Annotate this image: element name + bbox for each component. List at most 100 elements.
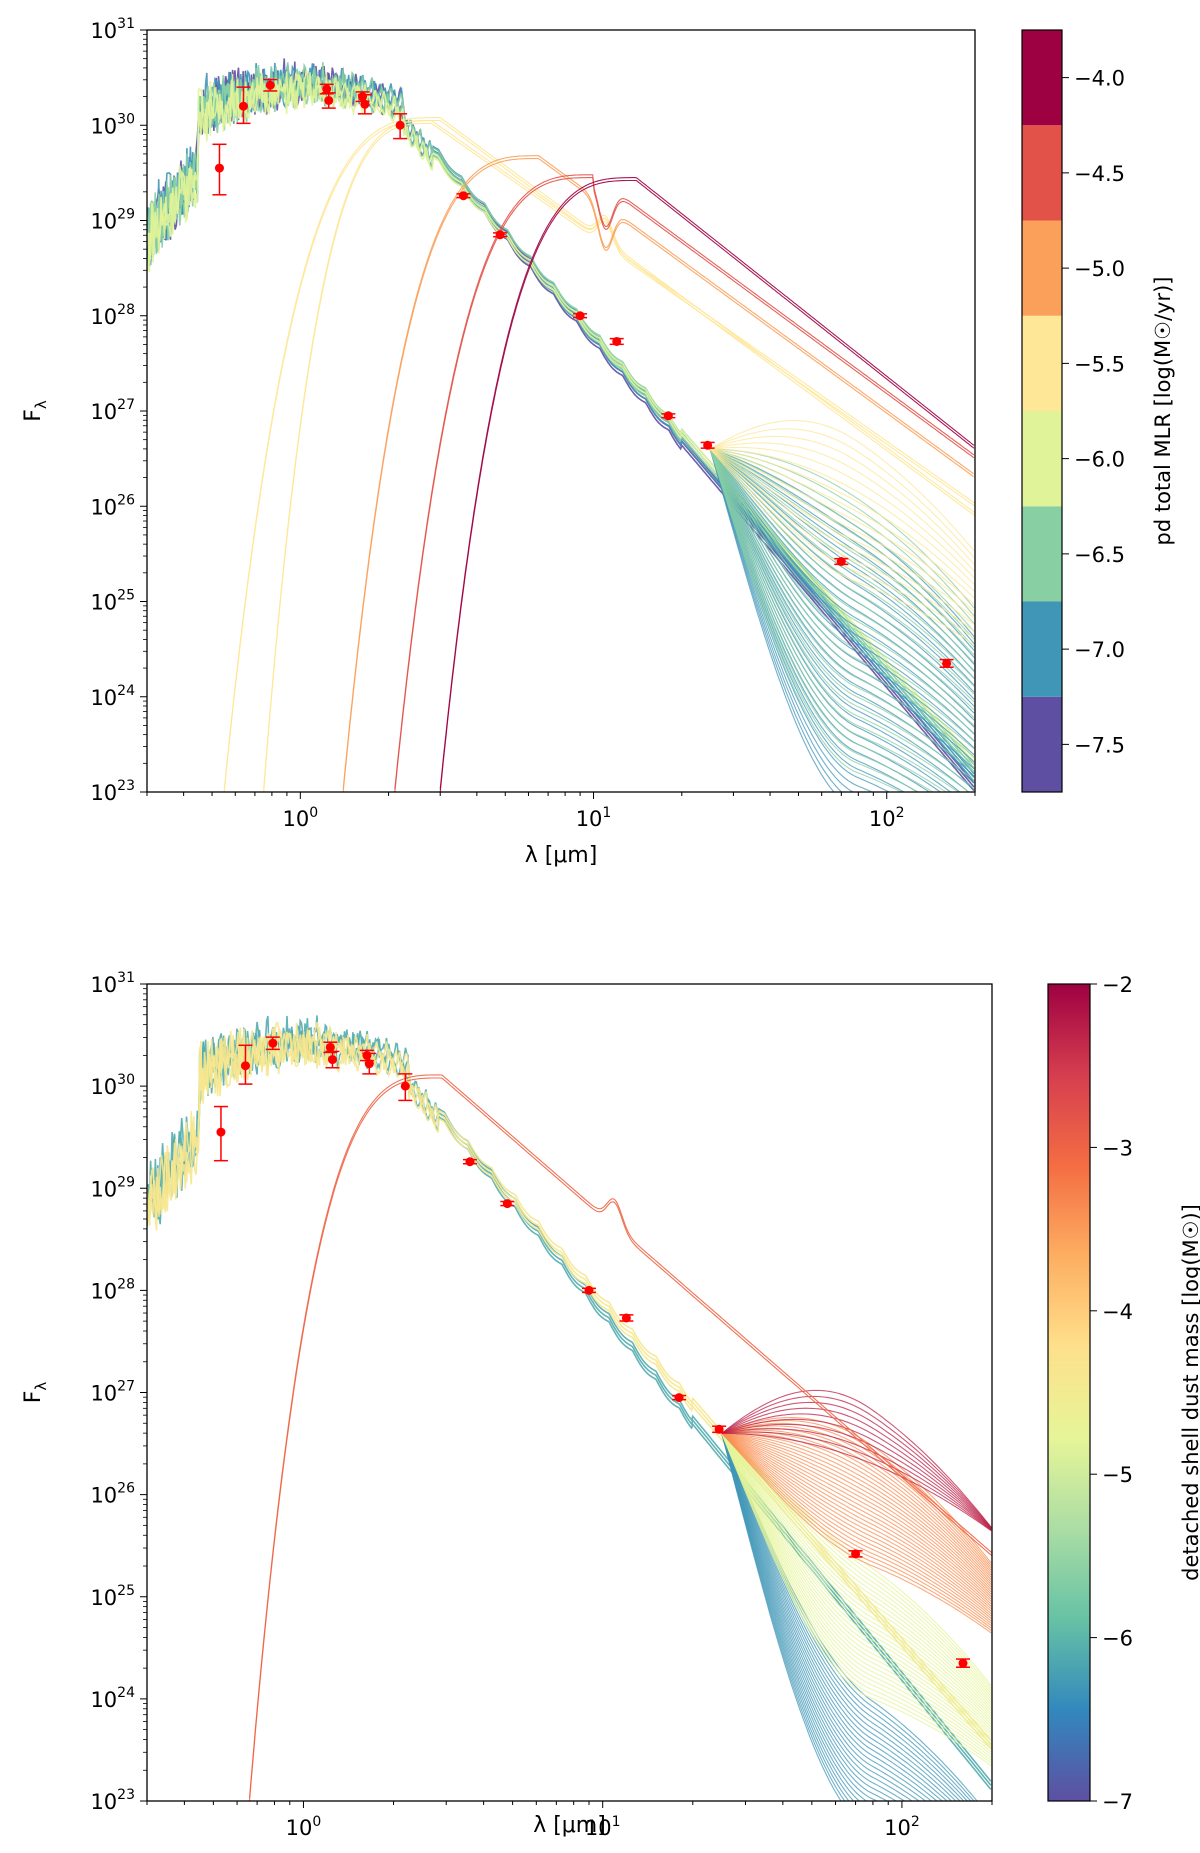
x-axis: 100 101 102: [146, 792, 976, 831]
model-curve-far_ir_bump: [721, 1432, 992, 1610]
model-curve-far_ir_bump: [709, 448, 975, 726]
y-axis: 1023 1024 1025 1026 1027 1028 1029 1030 1031: [90, 16, 147, 805]
model-curve-far_ir_bump: [709, 448, 975, 651]
y-tick-label: 1026: [90, 492, 135, 519]
model-curve-far_ir_bump: [721, 1428, 992, 1531]
colorbar-tick-label: −4.0: [1074, 67, 1125, 91]
model-curve-far_ir_bump: [710, 448, 975, 605]
colorbar-bin: [1022, 696, 1062, 792]
model-curve-far_ir_bump: [721, 1433, 855, 1801]
y-tick-label: 1023: [90, 778, 135, 805]
model-curve-far_ir_bump: [721, 1432, 992, 1711]
y-axis-label: Fλ: [21, 400, 50, 422]
model-curve-stellar: [147, 1026, 992, 1790]
model-curve-far_ir_bump: [721, 1432, 992, 1700]
model-curve-far_ir_bump: [709, 448, 975, 644]
y-tick-label: 1031: [90, 16, 135, 43]
model-curve-far_ir_bump: [721, 1432, 992, 1617]
model-curve-far_ir_bump: [721, 1432, 992, 1605]
y-tick-label: 1030: [90, 111, 135, 138]
model-curve-far_ir_bump: [709, 448, 975, 656]
model-curve-far_ir_bump: [721, 1433, 992, 1753]
model-curve-stellar: [147, 72, 975, 763]
data-point: [240, 1061, 250, 1071]
y-axis: 1023 1024 1025 1026 1027 1028 1029 1030 1031: [90, 970, 147, 1814]
model-curve-far_ir_bump: [709, 448, 975, 781]
colorbar-tick-label: −5: [1102, 1463, 1133, 1487]
model-curve-far_ir_bump: [709, 448, 975, 728]
y-tick-label: 1031: [90, 970, 135, 997]
model-curve-far_ir_bump: [721, 1432, 992, 1717]
y-tick-label: 1027: [90, 397, 135, 424]
model-curve-far_ir_bump: [721, 1433, 992, 1733]
data-point: [360, 99, 370, 109]
model-curve-far_ir_bump: [721, 1432, 992, 1532]
data-point: [324, 95, 334, 105]
colorbar-tick-label: −4: [1102, 1300, 1133, 1324]
model-curve-far_ir_bump: [709, 448, 934, 792]
colorbar-frame: [1047, 983, 1091, 1802]
model-curve-far_ir_bump: [721, 1433, 992, 1722]
model-curve-far_ir_bump: [721, 1433, 914, 1801]
model-curve-far_ir_bump: [721, 1433, 846, 1801]
colorbar-bin: [1022, 601, 1062, 697]
model-curve-far_ir_bump: [721, 1407, 992, 1529]
model-curve-far_ir_bump: [721, 1432, 992, 1593]
model-curve-far_ir_bump: [721, 1395, 992, 1528]
model-curve-far_ir_bump: [710, 435, 975, 565]
y-tick-label: 1027: [90, 1379, 135, 1406]
model-curve-stellar: [147, 1026, 992, 1746]
y-tick-label: 1024: [90, 1685, 135, 1712]
model-curve-cool_shell: [342, 158, 974, 792]
model-curve-far_ir_bump: [709, 448, 835, 792]
model-curve-far_ir_bump: [709, 448, 970, 792]
data-point: [395, 120, 405, 130]
model-curve-far_ir_bump: [710, 448, 975, 585]
model-curve-far_ir_bump: [721, 1433, 861, 1801]
model-curve-far_ir_bump: [721, 1433, 957, 1801]
colorbar-tick-label: −6: [1102, 1627, 1133, 1651]
model-curve-far_ir_bump: [721, 1432, 992, 1624]
model-curve-far_ir_bump: [721, 1432, 992, 1697]
model-curve-far_ir_bump: [710, 448, 975, 599]
x-tick-label: 100: [282, 805, 318, 831]
model-curve-far_ir_bump: [721, 1433, 992, 1758]
model-curve-stellar: [147, 1018, 992, 1786]
colorbar-tick-label: −7.5: [1074, 733, 1125, 757]
model-curve-far_ir_bump: [721, 1433, 992, 1756]
x-tick-label: 101: [585, 1814, 621, 1840]
model-curve-far_ir_bump: [721, 1432, 992, 1588]
data-point: [322, 84, 332, 94]
model-curve-far_ir_bump: [709, 448, 975, 766]
x-axis-label: λ [μm]: [525, 843, 598, 868]
model-curve-far_ir_bump: [721, 1433, 868, 1801]
colorbar-label: pd total MLR [log(M☉/yr)]: [1151, 277, 1175, 546]
model-curve-far_ir_bump: [721, 1432, 992, 1590]
model-curve-far_ir_bump: [721, 1432, 992, 1607]
model-curve-far_ir_bump: [721, 1433, 992, 1764]
model-curve-far_ir_bump: [721, 1432, 992, 1585]
y-tick-label: 1030: [90, 1072, 135, 1099]
model-curve-far_ir_bump: [721, 1432, 992, 1614]
colorbar-tick-label: −6.5: [1074, 543, 1125, 567]
model-curve-far_ir_bump: [721, 1433, 992, 1739]
data-point: [958, 1658, 968, 1668]
model-curve-far_ir_bump: [721, 1432, 992, 1627]
data-point: [851, 1549, 861, 1559]
model-curve-far_ir_bump: [709, 448, 874, 792]
model-curve-far_ir_bump: [721, 1433, 842, 1801]
model-curve-far_ir_bump: [709, 448, 975, 632]
model-curve-far_ir_bump: [709, 448, 903, 792]
model-curve-far_ir_bump: [721, 1433, 992, 1750]
model-curve-far_ir_bump: [709, 448, 975, 711]
model-curve-far_ir_bump: [721, 1433, 944, 1801]
model-curve-far_ir_bump: [721, 1433, 889, 1801]
model-curve-cool_shell: [394, 177, 975, 792]
data-point: [942, 658, 952, 668]
model-curve-far_ir_bump: [709, 448, 843, 792]
model-curve-far_ir_bump: [721, 1433, 965, 1801]
data-point: [265, 80, 275, 90]
colorbar-gradient: [1048, 984, 1090, 1801]
model-curve-far_ir_bump: [721, 1432, 992, 1703]
